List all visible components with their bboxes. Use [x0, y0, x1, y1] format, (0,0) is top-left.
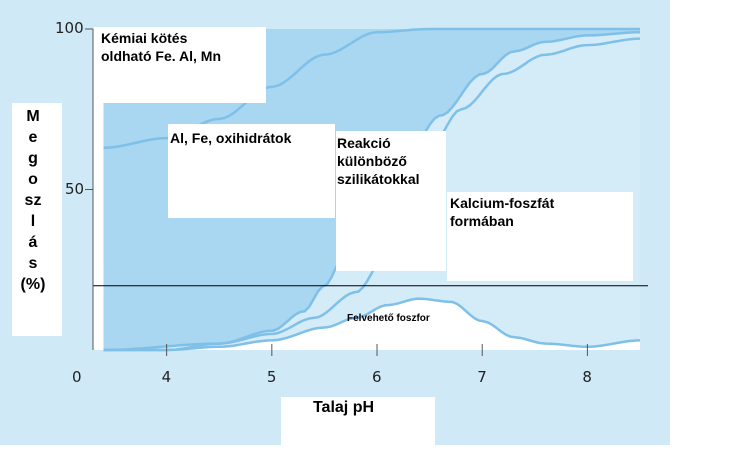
label-box-silicates	[336, 131, 446, 271]
y-axis-label: M e g o sz l á s (%)	[20, 108, 46, 293]
y-axis-label-box	[12, 103, 62, 336]
region-label-oxihydrates: Al, Fe, oxihidrátok	[170, 130, 292, 146]
boundary-curve-3	[103, 37, 641, 352]
region-fill-available-phosphorus	[103, 298, 640, 350]
boundary-curve-4	[103, 297, 641, 352]
label-box-oxihydrates	[168, 124, 335, 218]
label-box-calcium-phosphate	[447, 192, 633, 281]
x-tick-label: 8	[582, 368, 592, 386]
x-axis-label: Talaj pH	[312, 399, 375, 416]
y-tick-label: 100	[55, 19, 84, 37]
x-tick-label: 6	[372, 368, 382, 386]
region-label-calcium-phosphate: Kalcium-foszfát formában	[450, 195, 555, 229]
x-tick-label: 4	[161, 368, 172, 386]
x-axis-label-box	[281, 397, 435, 445]
x-tick-label: 7	[477, 368, 487, 386]
region-label-available-phosphorus: Felvehető foszfor	[347, 313, 430, 324]
y-tick-label: 50	[65, 179, 85, 198]
origin-label: 0	[72, 368, 82, 386]
region-label-chemical-bond: Kémiai kötés oldható Fe. Al, Mn	[101, 30, 222, 64]
x-tick-label: 5	[266, 368, 277, 386]
label-box-chemical-bond	[94, 27, 266, 103]
region-label-silicates: Reakció különböző szilikátokkal	[337, 135, 420, 187]
